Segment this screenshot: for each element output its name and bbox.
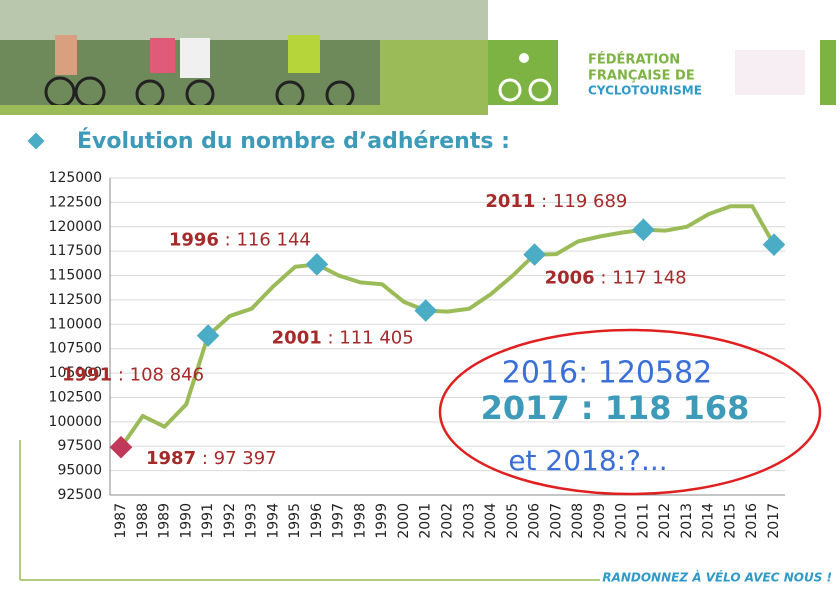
y-tick-label: 110000 xyxy=(49,316,102,332)
y-tick-label: 112500 xyxy=(49,292,102,308)
header-bar xyxy=(820,40,836,105)
y-tick-label: 107500 xyxy=(49,341,102,357)
x-tick-label: 2003 xyxy=(461,503,477,539)
x-tick-label: 1990 xyxy=(178,503,194,539)
x-tick-label: 2010 xyxy=(614,503,630,539)
plot: 92500 95000 97500 100000 102500 105000 107500 1… xyxy=(49,170,786,539)
x-tick-label: 2006 xyxy=(527,503,543,539)
footer-slogan: RANDONNEZ À VÉLO AVEC NOUS ! xyxy=(602,570,832,585)
callout-ellipse xyxy=(438,328,822,496)
data-label: 2001 : 111 405 xyxy=(272,328,414,349)
x-tick-label: 2013 xyxy=(679,503,695,539)
x-tick-label: 1999 xyxy=(374,503,390,539)
x-tick-label: 2017 xyxy=(766,503,782,539)
y-tick-label: 122500 xyxy=(49,194,102,210)
x-tick-label: 2012 xyxy=(657,503,673,539)
x-tick-label: 2016 xyxy=(744,503,760,539)
org-name: CYCLOTOURISME xyxy=(588,84,702,98)
x-tick-label: 2005 xyxy=(505,503,521,539)
y-tick-label: 115000 xyxy=(49,268,102,284)
logo-icon xyxy=(498,78,522,102)
x-tick-label: 1989 xyxy=(157,503,173,539)
data-label: 1996 : 116 144 xyxy=(169,229,311,250)
data-point xyxy=(305,253,329,276)
x-tick-label: 2000 xyxy=(396,503,412,539)
data-label: 1991 : 108 846 xyxy=(62,365,204,386)
org-name: FRANÇAISE DE xyxy=(588,69,695,84)
data-point xyxy=(762,233,786,256)
label-year: 2001 xyxy=(272,328,322,349)
label-year: 1996 xyxy=(169,229,219,250)
label-value: : 116 144 xyxy=(219,229,311,250)
y-tick-label: 97500 xyxy=(57,438,102,454)
x-tick-label: 2014 xyxy=(701,503,717,539)
label-year: 2011 xyxy=(485,191,535,212)
x-tick-label: 1995 xyxy=(287,503,303,539)
x-tick-label: 1998 xyxy=(352,503,368,539)
y-tick-label: 125000 xyxy=(49,170,102,186)
x-tick-label: 2009 xyxy=(592,503,608,539)
x-tick-label: 1992 xyxy=(222,503,238,539)
label-year: 1987 xyxy=(146,448,196,469)
callout-text: et 2018:?... xyxy=(508,444,667,477)
y-tick-label: 117500 xyxy=(49,243,102,259)
x-tick-label: 2007 xyxy=(548,503,564,539)
data-label: 2011 : 119 689 xyxy=(485,191,627,212)
header-band xyxy=(0,105,488,115)
callout-text: 2016: 120582 xyxy=(502,356,713,391)
photo-sky xyxy=(0,0,488,40)
y-tick-label: 92500 xyxy=(57,487,102,503)
x-tick-label: 1991 xyxy=(200,503,216,539)
label-value: : 117 148 xyxy=(595,268,687,289)
x-tick-label: 2015 xyxy=(722,503,738,539)
label-value: : 97 397 xyxy=(196,448,277,469)
data-point xyxy=(109,435,133,459)
x-tick-label: 1997 xyxy=(331,503,347,539)
label-value: : 119 689 xyxy=(535,191,627,212)
data-label: 2006 : 117 148 xyxy=(545,268,687,289)
x-tick-label: 1993 xyxy=(244,503,260,539)
partner-logo xyxy=(735,50,805,95)
y-tick-label: 120000 xyxy=(49,219,102,235)
x-tick-label: 2008 xyxy=(570,503,586,539)
x-tick-label: 1987 xyxy=(113,503,129,539)
x-tick-label: 1988 xyxy=(135,503,151,539)
x-tick-label: 1996 xyxy=(309,503,325,539)
logo-icon xyxy=(528,78,552,102)
photo-field xyxy=(380,40,488,105)
y-tick-label: 95000 xyxy=(57,463,102,479)
x-tick-label: 2011 xyxy=(635,503,651,539)
data-point xyxy=(632,218,655,242)
data-label: 1987 : 97 397 xyxy=(146,448,277,469)
callout-text: 2017 : 118 168 xyxy=(481,389,750,427)
label-value: : 111 405 xyxy=(322,328,414,349)
y-tick-label: 102500 xyxy=(49,389,102,405)
x-tick-label: 2001 xyxy=(418,503,434,539)
y-tick-label: 100000 xyxy=(49,414,102,430)
logo-icon xyxy=(519,53,529,63)
data-point xyxy=(414,299,438,322)
data-line xyxy=(119,204,776,449)
label-year: 1991 xyxy=(62,365,112,386)
x-tick-label: 2004 xyxy=(483,503,499,539)
x-tick-label: 2002 xyxy=(440,503,456,539)
y-tick-label: 105000 xyxy=(49,365,102,381)
bullet xyxy=(27,132,45,150)
x-tick-label: 1994 xyxy=(265,503,281,539)
label-year: 2006 xyxy=(545,268,595,289)
cyclists xyxy=(44,35,355,110)
label-value: : 108 846 xyxy=(112,365,204,386)
chart-title: Évolution du nombre d’adhérents : xyxy=(77,128,510,154)
org-name: FÉDÉRATION xyxy=(588,52,680,68)
